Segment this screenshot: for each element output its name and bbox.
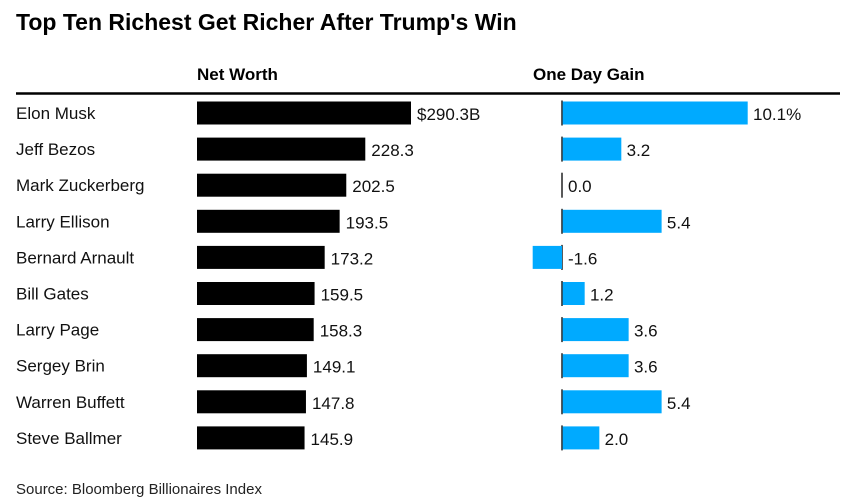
gain-bar (562, 101, 748, 125)
category-label: Warren Buffett (16, 393, 125, 412)
gain-label: 2.0 (605, 430, 629, 449)
gain-bar (562, 209, 662, 233)
net-worth-label: 193.5 (346, 213, 389, 232)
net-worth-label: 147.8 (312, 394, 355, 413)
net-worth-bar (197, 282, 315, 305)
gain-bar (562, 354, 629, 378)
net-worth-bar (197, 318, 314, 342)
gain-label: 3.6 (634, 322, 658, 341)
net-worth-bar (197, 245, 325, 269)
gain-label: 10.1% (753, 105, 801, 124)
source-note: Source: Bloomberg Billionaires Index (16, 481, 262, 498)
gain-bar (562, 318, 629, 342)
gain-label: 3.6 (634, 358, 658, 377)
net-worth-label: 202.5 (352, 177, 395, 196)
category-label: Sergey Brin (16, 357, 105, 376)
net-worth-label: 159.5 (321, 286, 364, 305)
gain-bar (532, 245, 562, 269)
net-worth-label: 149.1 (313, 358, 356, 377)
net-worth-label: 228.3 (371, 141, 414, 160)
net-worth-bar (197, 137, 366, 161)
category-label: Jeff Bezos (16, 140, 95, 159)
net-worth-bar (197, 354, 307, 378)
gain-bar (562, 137, 622, 161)
net-worth-label: 158.3 (320, 322, 363, 341)
category-label: Larry Page (16, 321, 99, 340)
net-worth-bar (197, 173, 347, 197)
category-label: Steve Ballmer (16, 429, 122, 448)
net-worth-label: $290.3B (417, 105, 480, 124)
net-worth-bar (197, 390, 306, 414)
net-worth-label: 173.2 (331, 249, 374, 268)
gain-label: -1.6 (568, 249, 597, 268)
category-label: Bill Gates (16, 285, 89, 304)
header-one-day-gain: One Day Gain (533, 65, 644, 84)
gain-label: 5.4 (667, 213, 691, 232)
header-net-worth: Net Worth (197, 65, 278, 84)
net-worth-bar (197, 101, 411, 125)
net-worth-label: 145.9 (311, 430, 354, 449)
category-label: Elon Musk (16, 104, 96, 123)
category-label: Larry Ellison (16, 212, 110, 231)
chart-title: Top Ten Richest Get Richer After Trump's… (16, 9, 517, 35)
category-label: Bernard Arnault (16, 248, 134, 267)
gain-label: 1.2 (590, 286, 614, 305)
gain-bar (562, 390, 662, 414)
net-worth-bar (197, 209, 340, 233)
gain-bar (562, 426, 600, 450)
net-worth-bar (197, 426, 305, 450)
gain-label: 0.0 (568, 177, 592, 196)
category-label: Mark Zuckerberg (16, 176, 144, 195)
gain-label: 5.4 (667, 394, 691, 413)
gain-bar (562, 282, 585, 305)
gain-label: 3.2 (627, 141, 651, 160)
